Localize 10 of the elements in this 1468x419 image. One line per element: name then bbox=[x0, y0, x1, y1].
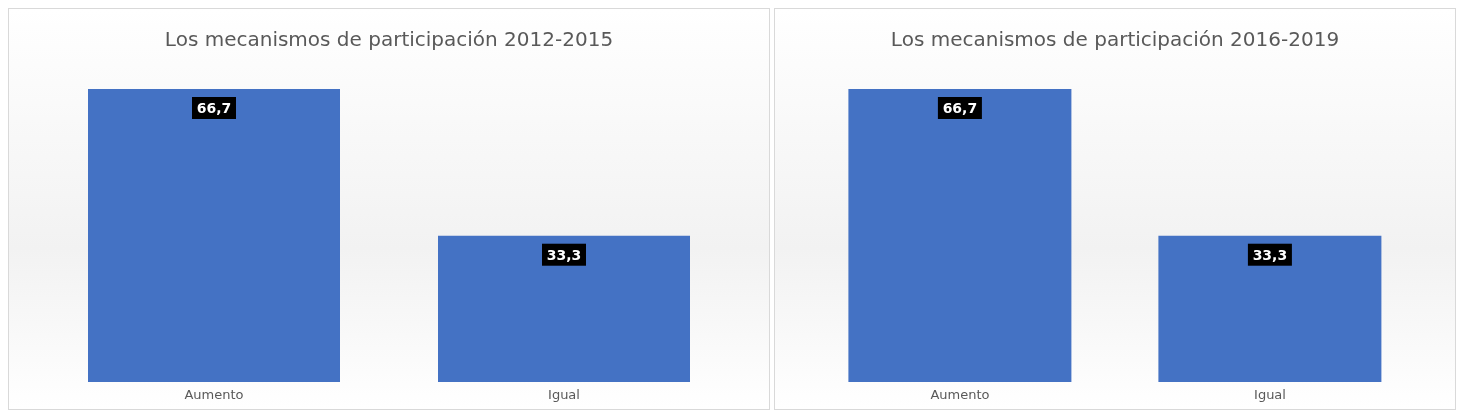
x-tick-label: Aumento bbox=[930, 387, 990, 403]
data-label: 66,7 bbox=[942, 100, 978, 116]
x-tick-label: Igual bbox=[1254, 387, 1286, 403]
x-tick-label: Igual bbox=[548, 387, 580, 403]
x-tick-label: Aumento bbox=[184, 387, 244, 403]
data-label: 66,7 bbox=[196, 100, 232, 116]
data-label: 33,3 bbox=[546, 246, 582, 263]
chart-title: Los mecanismos de participación 2016-2019 bbox=[889, 27, 1341, 53]
chart-title: Los mecanismos de participación 2012-2015 bbox=[163, 27, 615, 53]
data-label: 33,3 bbox=[1252, 246, 1288, 263]
